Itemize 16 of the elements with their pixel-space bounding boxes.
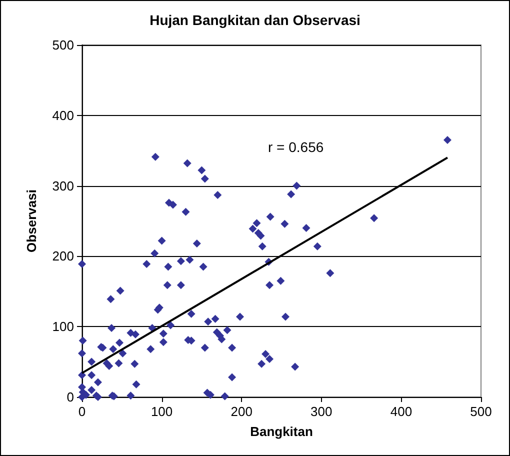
y-tick-label: 300 [52,178,74,194]
chart-title: Hujan Bangkitan dan Observasi [150,12,360,28]
annotation: r = 0.656 [268,139,324,155]
x-tick-label: 500 [470,404,492,419]
x-tick-label: 100 [150,404,173,419]
x-tick-label: 200 [230,404,252,419]
y-tick-label: 500 [52,38,74,52]
y-tick-label: 100 [52,319,74,334]
x-axis-title: Bangkitan [250,424,313,439]
x-tick-label: 400 [390,404,412,419]
y-tick-label: 0 [66,390,74,404]
y-axis-title: Observasi [24,190,39,252]
x-tick-label: 0 [78,404,86,419]
y-tick-label: 200 [52,248,74,264]
x-tick-label: 300 [310,404,332,419]
y-tick-label: 400 [52,108,74,123]
